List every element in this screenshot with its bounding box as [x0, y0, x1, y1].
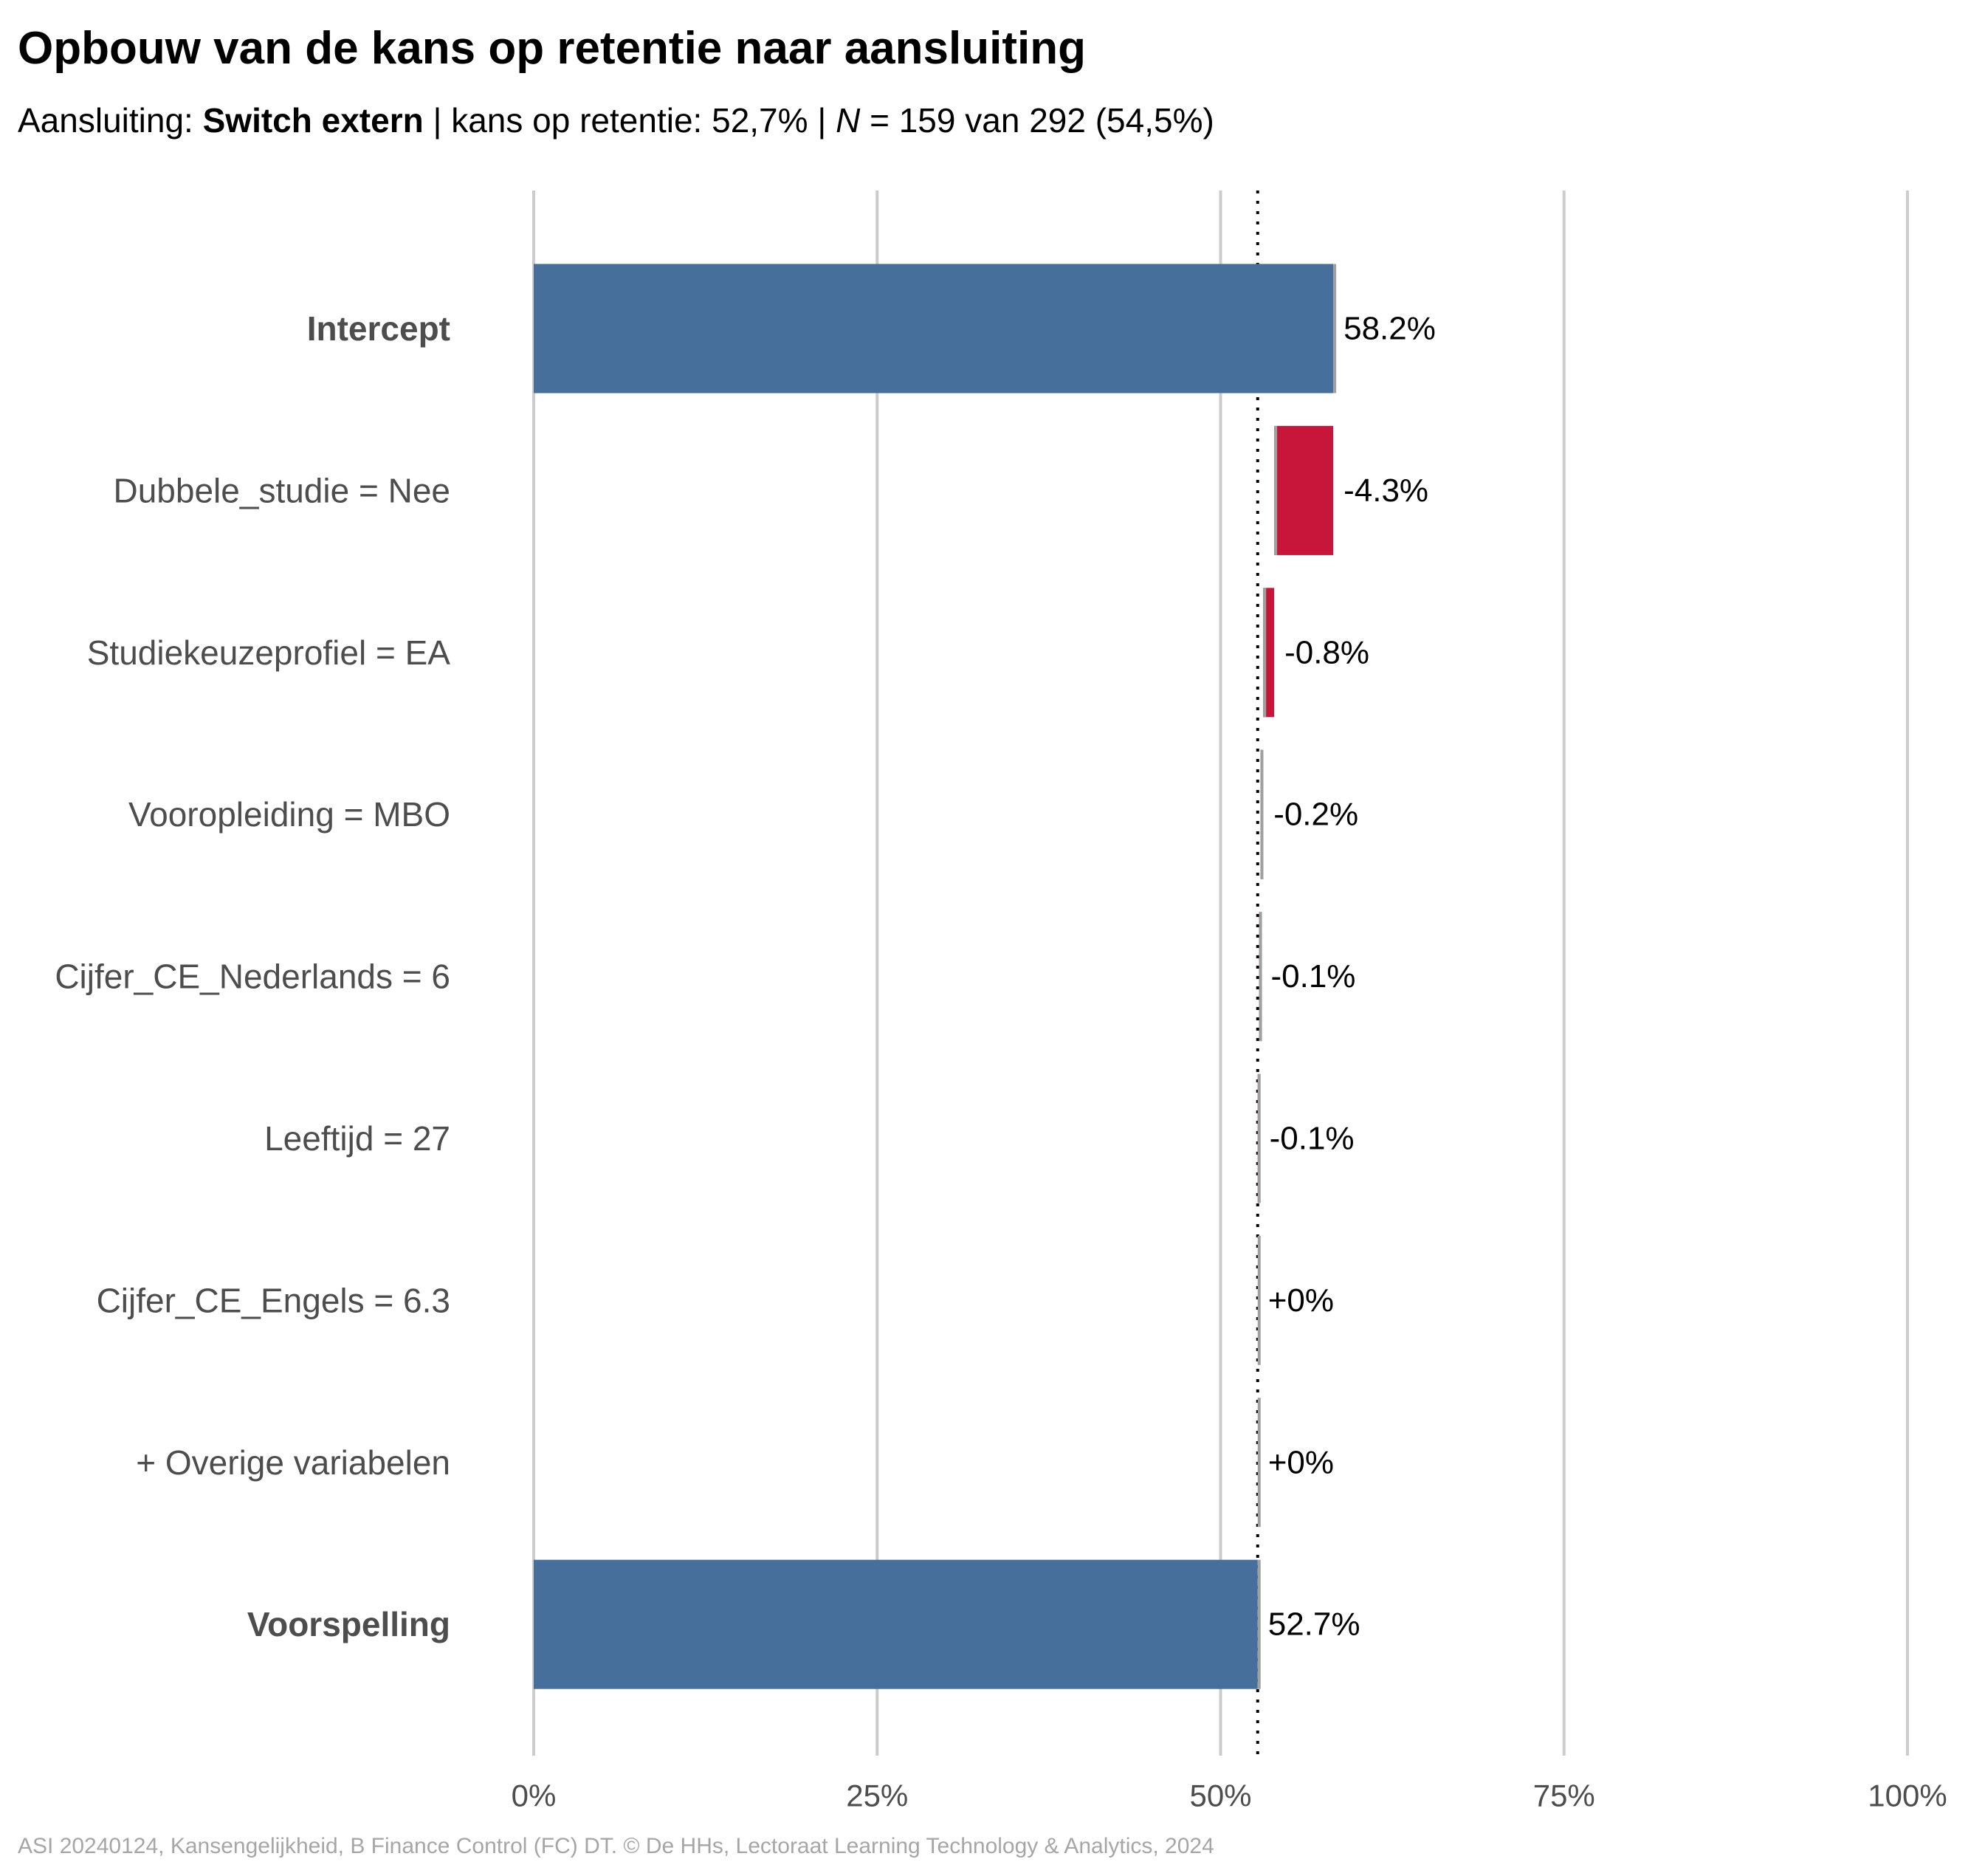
subtitle-prefix: Aansluiting:: [18, 101, 203, 140]
bar: [1274, 425, 1334, 555]
subtitle-n-symbol: N: [836, 101, 861, 140]
category-label: Leeftijd = 27: [264, 1119, 450, 1158]
data-label: -0.2%: [1273, 797, 1358, 833]
subtitle-group: Switch extern: [202, 101, 424, 140]
data-label: -4.3%: [1343, 473, 1428, 509]
data-label: 58.2%: [1343, 311, 1436, 347]
chart-caption: ASI 20240124, Kansengelijkheid, B Financ…: [18, 1834, 1214, 1858]
data-label: +0%: [1268, 1282, 1334, 1319]
x-tick-label: 0%: [512, 1779, 557, 1813]
x-tick-label: 25%: [846, 1779, 908, 1813]
chart-subtitle: Aansluiting: Switch extern | kans op ret…: [18, 100, 1214, 140]
data-label: -0.1%: [1270, 958, 1355, 994]
data-label: -0.1%: [1270, 1121, 1355, 1157]
subtitle-sep2: |: [808, 101, 836, 140]
data-label: 52.7%: [1268, 1607, 1360, 1643]
x-tick-label: 75%: [1533, 1779, 1595, 1813]
chart-title: Opbouw van de kans op retentie naar aans…: [18, 23, 1086, 74]
category-label: Studiekeuzeprofiel = EA: [87, 633, 451, 672]
category-label: Intercept: [307, 309, 450, 348]
category-label: Vooropleiding = MBO: [128, 795, 450, 834]
data-label: +0%: [1268, 1444, 1334, 1480]
category-label: Cijfer_CE_Nederlands = 6: [55, 958, 450, 996]
category-label: Voorspelling: [247, 1605, 450, 1643]
subtitle-n-text: = 159 van 292 (54,5%): [860, 101, 1214, 140]
category-label: + Overige variabelen: [136, 1443, 450, 1482]
subtitle-sep1: | kans op retentie:: [423, 101, 712, 140]
x-tick-label: 100%: [1868, 1779, 1947, 1813]
x-tick-label: 50%: [1189, 1779, 1251, 1813]
bar: [534, 264, 1334, 394]
bar: [534, 1559, 1258, 1689]
data-label: -0.8%: [1284, 634, 1369, 670]
category-label: Dubbele_studie = Nee: [114, 471, 451, 509]
category-label: Cijfer_CE_Engels = 6.3: [97, 1281, 450, 1319]
subtitle-probability: 52,7%: [712, 101, 808, 140]
